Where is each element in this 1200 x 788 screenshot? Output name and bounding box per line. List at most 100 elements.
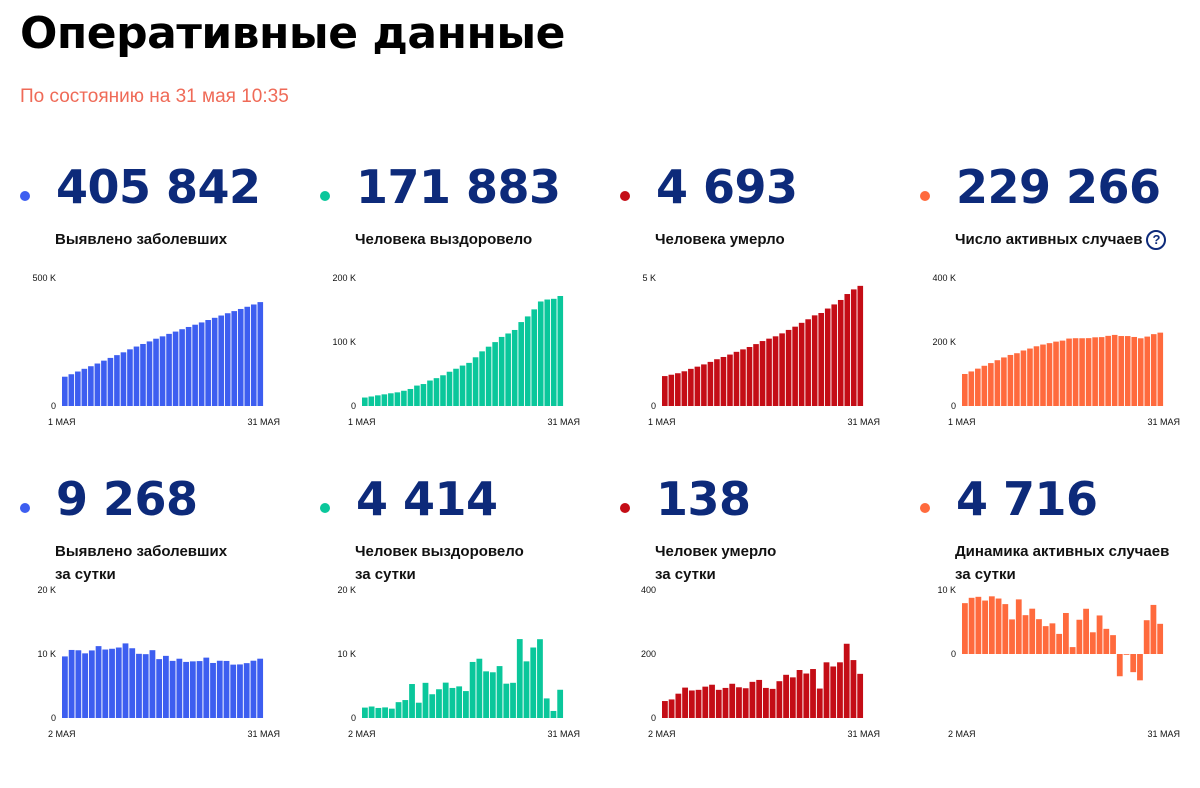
chart-bar[interactable] bbox=[375, 395, 381, 406]
chart-bar[interactable] bbox=[1079, 338, 1085, 406]
chart-bar[interactable] bbox=[446, 371, 453, 406]
chart-bar[interactable] bbox=[75, 650, 82, 718]
chart-bar[interactable] bbox=[231, 311, 238, 406]
chart-bar[interactable] bbox=[442, 682, 449, 718]
chart-bar[interactable] bbox=[662, 701, 668, 718]
chart-bar[interactable] bbox=[857, 673, 864, 718]
chart-bar[interactable] bbox=[1027, 348, 1033, 406]
chart-bar[interactable] bbox=[230, 664, 237, 718]
chart-bar[interactable] bbox=[95, 646, 102, 718]
chart-bar[interactable] bbox=[968, 371, 975, 406]
chart-bar[interactable] bbox=[675, 373, 681, 406]
chart-bar[interactable] bbox=[127, 349, 133, 406]
chart-bar[interactable] bbox=[810, 669, 816, 718]
chart-bar[interactable] bbox=[503, 683, 510, 718]
chart-bar[interactable] bbox=[756, 679, 763, 718]
chart-bar[interactable] bbox=[375, 707, 382, 718]
chart-bar[interactable] bbox=[1009, 619, 1015, 654]
chart-bar[interactable] bbox=[429, 694, 436, 718]
chart-bar[interactable] bbox=[362, 397, 368, 406]
chart-bar[interactable] bbox=[68, 649, 75, 718]
chart-bar[interactable] bbox=[1098, 337, 1105, 406]
chart-bar[interactable] bbox=[1116, 654, 1123, 677]
chart-bar[interactable] bbox=[185, 326, 192, 406]
chart-bar[interactable] bbox=[516, 639, 523, 718]
chart-bar[interactable] bbox=[1053, 341, 1059, 406]
chart-bar[interactable] bbox=[824, 308, 831, 406]
chart-bar[interactable] bbox=[823, 662, 830, 718]
chart-bar[interactable] bbox=[394, 392, 401, 406]
chart-bar[interactable] bbox=[1014, 353, 1020, 406]
chart-bar[interactable] bbox=[740, 349, 746, 406]
chart-bar[interactable] bbox=[1059, 340, 1066, 406]
chart-bar[interactable] bbox=[523, 661, 530, 718]
chart-bar[interactable] bbox=[142, 654, 149, 718]
chart-bar[interactable] bbox=[1103, 628, 1110, 654]
chart-bar[interactable] bbox=[837, 662, 843, 718]
chart-bar[interactable] bbox=[205, 320, 211, 406]
chart-bar[interactable] bbox=[1036, 619, 1042, 654]
chart-bar[interactable] bbox=[257, 302, 264, 406]
question-circle-icon[interactable]: ? bbox=[1146, 230, 1167, 251]
chart-bar[interactable] bbox=[483, 671, 489, 718]
chart-bar[interactable] bbox=[407, 388, 414, 406]
chart-bar[interactable] bbox=[550, 298, 557, 406]
chart-bar[interactable] bbox=[243, 663, 250, 718]
chart-bar[interactable] bbox=[1046, 343, 1053, 406]
chart-bar[interactable] bbox=[382, 707, 388, 718]
chart-bar[interactable] bbox=[94, 363, 101, 406]
chart-bar[interactable] bbox=[720, 356, 727, 406]
chart-bar[interactable] bbox=[1124, 336, 1131, 406]
chart-bar[interactable] bbox=[742, 688, 749, 718]
chart-bar[interactable] bbox=[1157, 332, 1164, 406]
chart-bar[interactable] bbox=[736, 687, 742, 718]
chart-bar[interactable] bbox=[1042, 626, 1049, 654]
chart-bar[interactable] bbox=[857, 285, 864, 406]
chart-bar[interactable] bbox=[211, 317, 218, 406]
chart-bar[interactable] bbox=[381, 394, 388, 406]
chart-bar[interactable] bbox=[537, 301, 544, 406]
chart-bar[interactable] bbox=[237, 308, 244, 406]
chart-bar[interactable] bbox=[129, 648, 136, 718]
chart-bar[interactable] bbox=[681, 371, 688, 406]
chart-bar[interactable] bbox=[816, 688, 823, 718]
chart-bar[interactable] bbox=[1020, 350, 1027, 406]
chart-bar[interactable] bbox=[109, 648, 115, 718]
chart-bar[interactable] bbox=[62, 376, 68, 406]
chart-bar[interactable] bbox=[179, 329, 185, 406]
chart-bar[interactable] bbox=[510, 682, 516, 718]
chart-bar[interactable] bbox=[530, 647, 537, 718]
chart-bar[interactable] bbox=[469, 661, 476, 718]
chart-bar[interactable] bbox=[1007, 354, 1014, 406]
chart-bar[interactable] bbox=[196, 661, 203, 718]
chart-bar[interactable] bbox=[550, 710, 557, 718]
chart-bar[interactable] bbox=[1033, 346, 1040, 406]
chart-bar[interactable] bbox=[1040, 344, 1046, 406]
chart-bar[interactable] bbox=[166, 333, 172, 406]
chart-bar[interactable] bbox=[776, 681, 783, 718]
chart-bar[interactable] bbox=[772, 336, 779, 406]
chart-bar[interactable] bbox=[1072, 338, 1079, 406]
chart-bar[interactable] bbox=[1063, 612, 1069, 654]
chart-bar[interactable] bbox=[537, 639, 543, 718]
chart-bar[interactable] bbox=[811, 315, 818, 406]
chart-bar[interactable] bbox=[198, 322, 205, 406]
chart-bar[interactable] bbox=[114, 355, 120, 406]
chart-bar[interactable] bbox=[492, 342, 498, 406]
chart-bar[interactable] bbox=[722, 687, 729, 718]
chart-bar[interactable] bbox=[1118, 336, 1124, 406]
chart-bar[interactable] bbox=[433, 378, 440, 406]
chart-bar[interactable] bbox=[466, 362, 472, 406]
chart-bar[interactable] bbox=[850, 289, 857, 406]
chart-bar[interactable] bbox=[682, 687, 688, 718]
chart-bar[interactable] bbox=[88, 366, 94, 406]
chart-bar[interactable] bbox=[163, 655, 169, 718]
chart-bar[interactable] bbox=[463, 691, 469, 718]
chart-bar[interactable] bbox=[224, 313, 231, 406]
chart-bar[interactable] bbox=[709, 684, 715, 718]
chart-bar[interactable] bbox=[88, 650, 95, 718]
chart-bar[interactable] bbox=[115, 647, 122, 718]
chart-bar[interactable] bbox=[702, 686, 709, 718]
chart-bar[interactable] bbox=[789, 677, 796, 718]
chart-bar[interactable] bbox=[250, 660, 257, 718]
